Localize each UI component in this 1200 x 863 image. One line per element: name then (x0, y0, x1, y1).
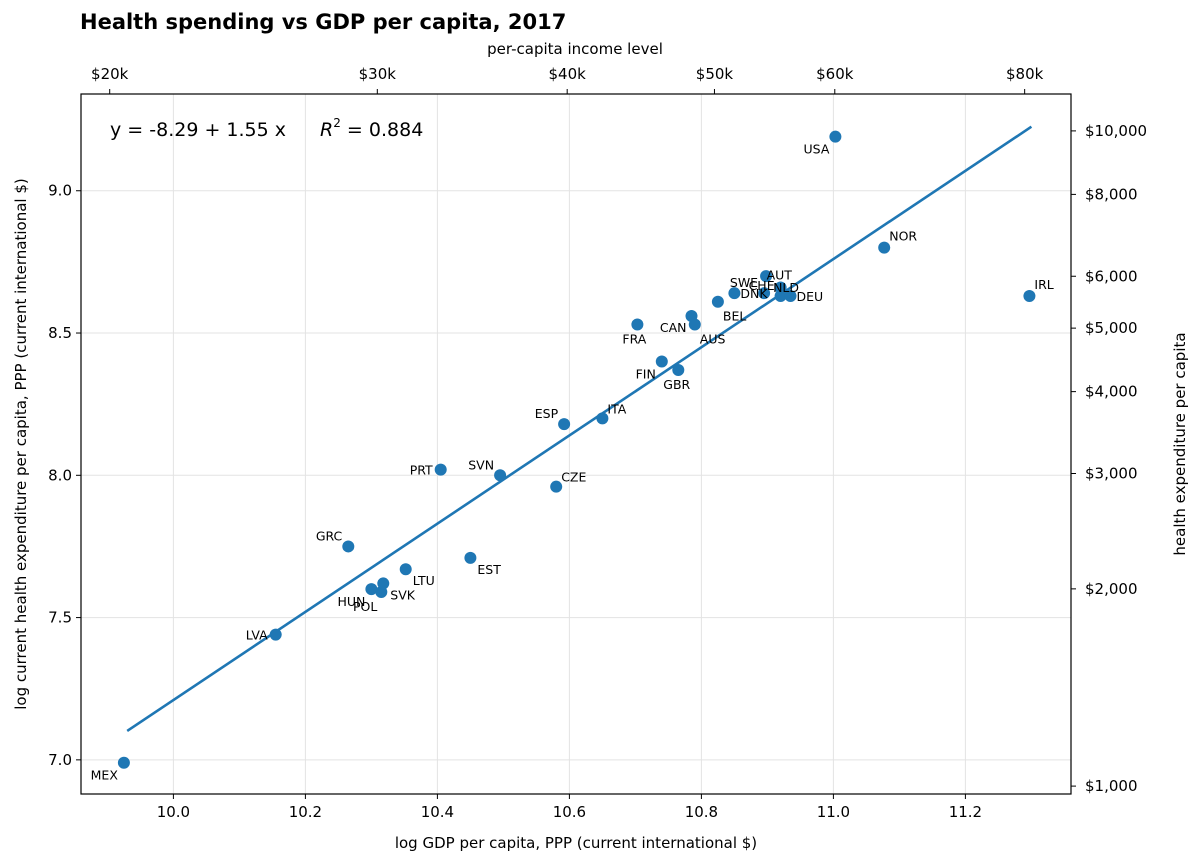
x-tick-label: 10.2 (289, 803, 322, 821)
top-tick-label: $30k (359, 65, 397, 83)
data-point-label: HUN (337, 594, 365, 609)
plot-frame (80, 93, 1072, 795)
data-point-label: MEX (91, 768, 119, 783)
right-tick-label: $6,000 (1085, 267, 1138, 285)
data-point-label: SVN (468, 457, 494, 472)
data-point-label: FRA (622, 331, 646, 346)
data-point-label: NOR (889, 229, 917, 244)
data-point (688, 318, 701, 331)
data-point-label: USA (804, 142, 830, 157)
data-point-label: BEL (723, 309, 746, 324)
data-point (655, 355, 668, 368)
data-point (550, 480, 563, 493)
y-tick-label: 7.0 (48, 751, 72, 769)
data-point-label: GBR (663, 377, 690, 392)
top-x-axis-label: per-capita income level (487, 40, 663, 58)
data-point (464, 551, 477, 564)
x-tick-label: 10.0 (157, 803, 190, 821)
data-point-label: SVK (390, 587, 415, 602)
y-tick-label: 8.5 (48, 324, 72, 342)
data-point-label: CZE (561, 470, 586, 485)
top-tick-label: $20k (91, 65, 129, 83)
y-axis-label: log current health expenditure per capit… (12, 178, 30, 709)
data-point (728, 287, 741, 300)
data-point (342, 540, 355, 553)
right-tick-label: $10,000 (1085, 122, 1147, 140)
data-point (494, 469, 507, 482)
y-tick-label: 8.0 (48, 466, 72, 484)
right-tick-label: $2,000 (1085, 580, 1138, 598)
r-squared-value: = 0.884 (341, 119, 423, 141)
x-tick-label: 10.4 (421, 803, 454, 821)
x-tick-label: 11.0 (817, 803, 850, 821)
x-axis: 10.0 10.2 10.4 10.6 10.8 11.0 11.2 (157, 794, 982, 821)
data-point (1023, 290, 1036, 303)
data-point-label: FIN (636, 366, 656, 381)
data-point (434, 463, 447, 476)
data-point-label: CHE (749, 278, 775, 293)
data-point-label: PRT (410, 463, 433, 478)
top-tick-label: $40k (549, 65, 587, 83)
grid-lines (81, 94, 1071, 794)
data-point (399, 563, 412, 576)
data-point (631, 318, 644, 331)
data-point-label: LVA (246, 628, 268, 643)
r-squared-symbol: R (320, 119, 333, 141)
right-tick-label: $1,000 (1085, 777, 1138, 795)
r-squared-superscript: 2 (333, 116, 341, 130)
data-point (878, 241, 891, 254)
data-point (758, 287, 771, 300)
data-point (558, 418, 571, 431)
data-point (760, 270, 773, 283)
data-point (672, 364, 685, 377)
data-point-label: SWE (730, 275, 758, 290)
right-tick-label: $3,000 (1085, 464, 1138, 482)
fit-equation: y = -8.29 + 1.55 x R2 = 0.884 (110, 116, 423, 141)
data-point-label: AUT (767, 267, 793, 282)
top-tick-label: $50k (696, 65, 734, 83)
data-point (774, 290, 787, 303)
fit-equation-text: y = -8.29 + 1.55 x (110, 119, 286, 141)
data-point (377, 577, 390, 590)
chart-title: Health spending vs GDP per capita, 2017 (80, 10, 566, 34)
data-point-label: EST (477, 562, 501, 577)
y-tick-label: 7.5 (48, 609, 72, 627)
right-tick-label: $4,000 (1085, 383, 1138, 401)
x-axis-label: log GDP per capita, PPP (current interna… (395, 834, 757, 852)
data-point-label: ESP (535, 406, 559, 421)
data-point-label: CAN (660, 320, 687, 335)
data-point (784, 290, 797, 303)
y-axis: 7.0 7.5 8.0 8.5 9.0 (48, 182, 81, 769)
data-point (269, 628, 282, 641)
x-tick-label: 10.6 (553, 803, 586, 821)
right-tick-label: $8,000 (1085, 185, 1138, 203)
data-point (365, 583, 378, 596)
top-tick-label: $60k (816, 65, 854, 83)
data-point-label: DEU (797, 289, 824, 304)
data-point-label: GRC (316, 528, 343, 543)
data-point-label: POL (353, 599, 377, 614)
data-point (596, 412, 609, 425)
y-tick-label: 9.0 (48, 182, 72, 200)
top-x-axis: $20k $30k $40k $50k $60k $80k (91, 65, 1044, 94)
data-point-label: IRL (1034, 277, 1053, 292)
data-point-label: DNK (740, 286, 768, 301)
data-point-label: ITA (607, 401, 626, 416)
data-point (711, 295, 724, 308)
data-point-label: AUS (700, 331, 726, 346)
data-point-label: NLD (773, 280, 799, 295)
x-tick-label: 10.8 (685, 803, 718, 821)
data-point (774, 281, 787, 294)
x-tick-label: 11.2 (949, 803, 982, 821)
right-y-axis: $1,000 $2,000 $3,000 $4,000 $5,000 $6,000 $8,0… (1071, 122, 1147, 795)
right-y-axis-label: health expenditure per capita (1171, 332, 1189, 555)
data-points-layer (117, 130, 1036, 769)
data-point (117, 756, 130, 769)
data-point (829, 130, 842, 143)
right-tick-label: $5,000 (1085, 319, 1138, 337)
top-tick-label: $80k (1006, 65, 1044, 83)
data-point-label: LTU (413, 573, 435, 588)
